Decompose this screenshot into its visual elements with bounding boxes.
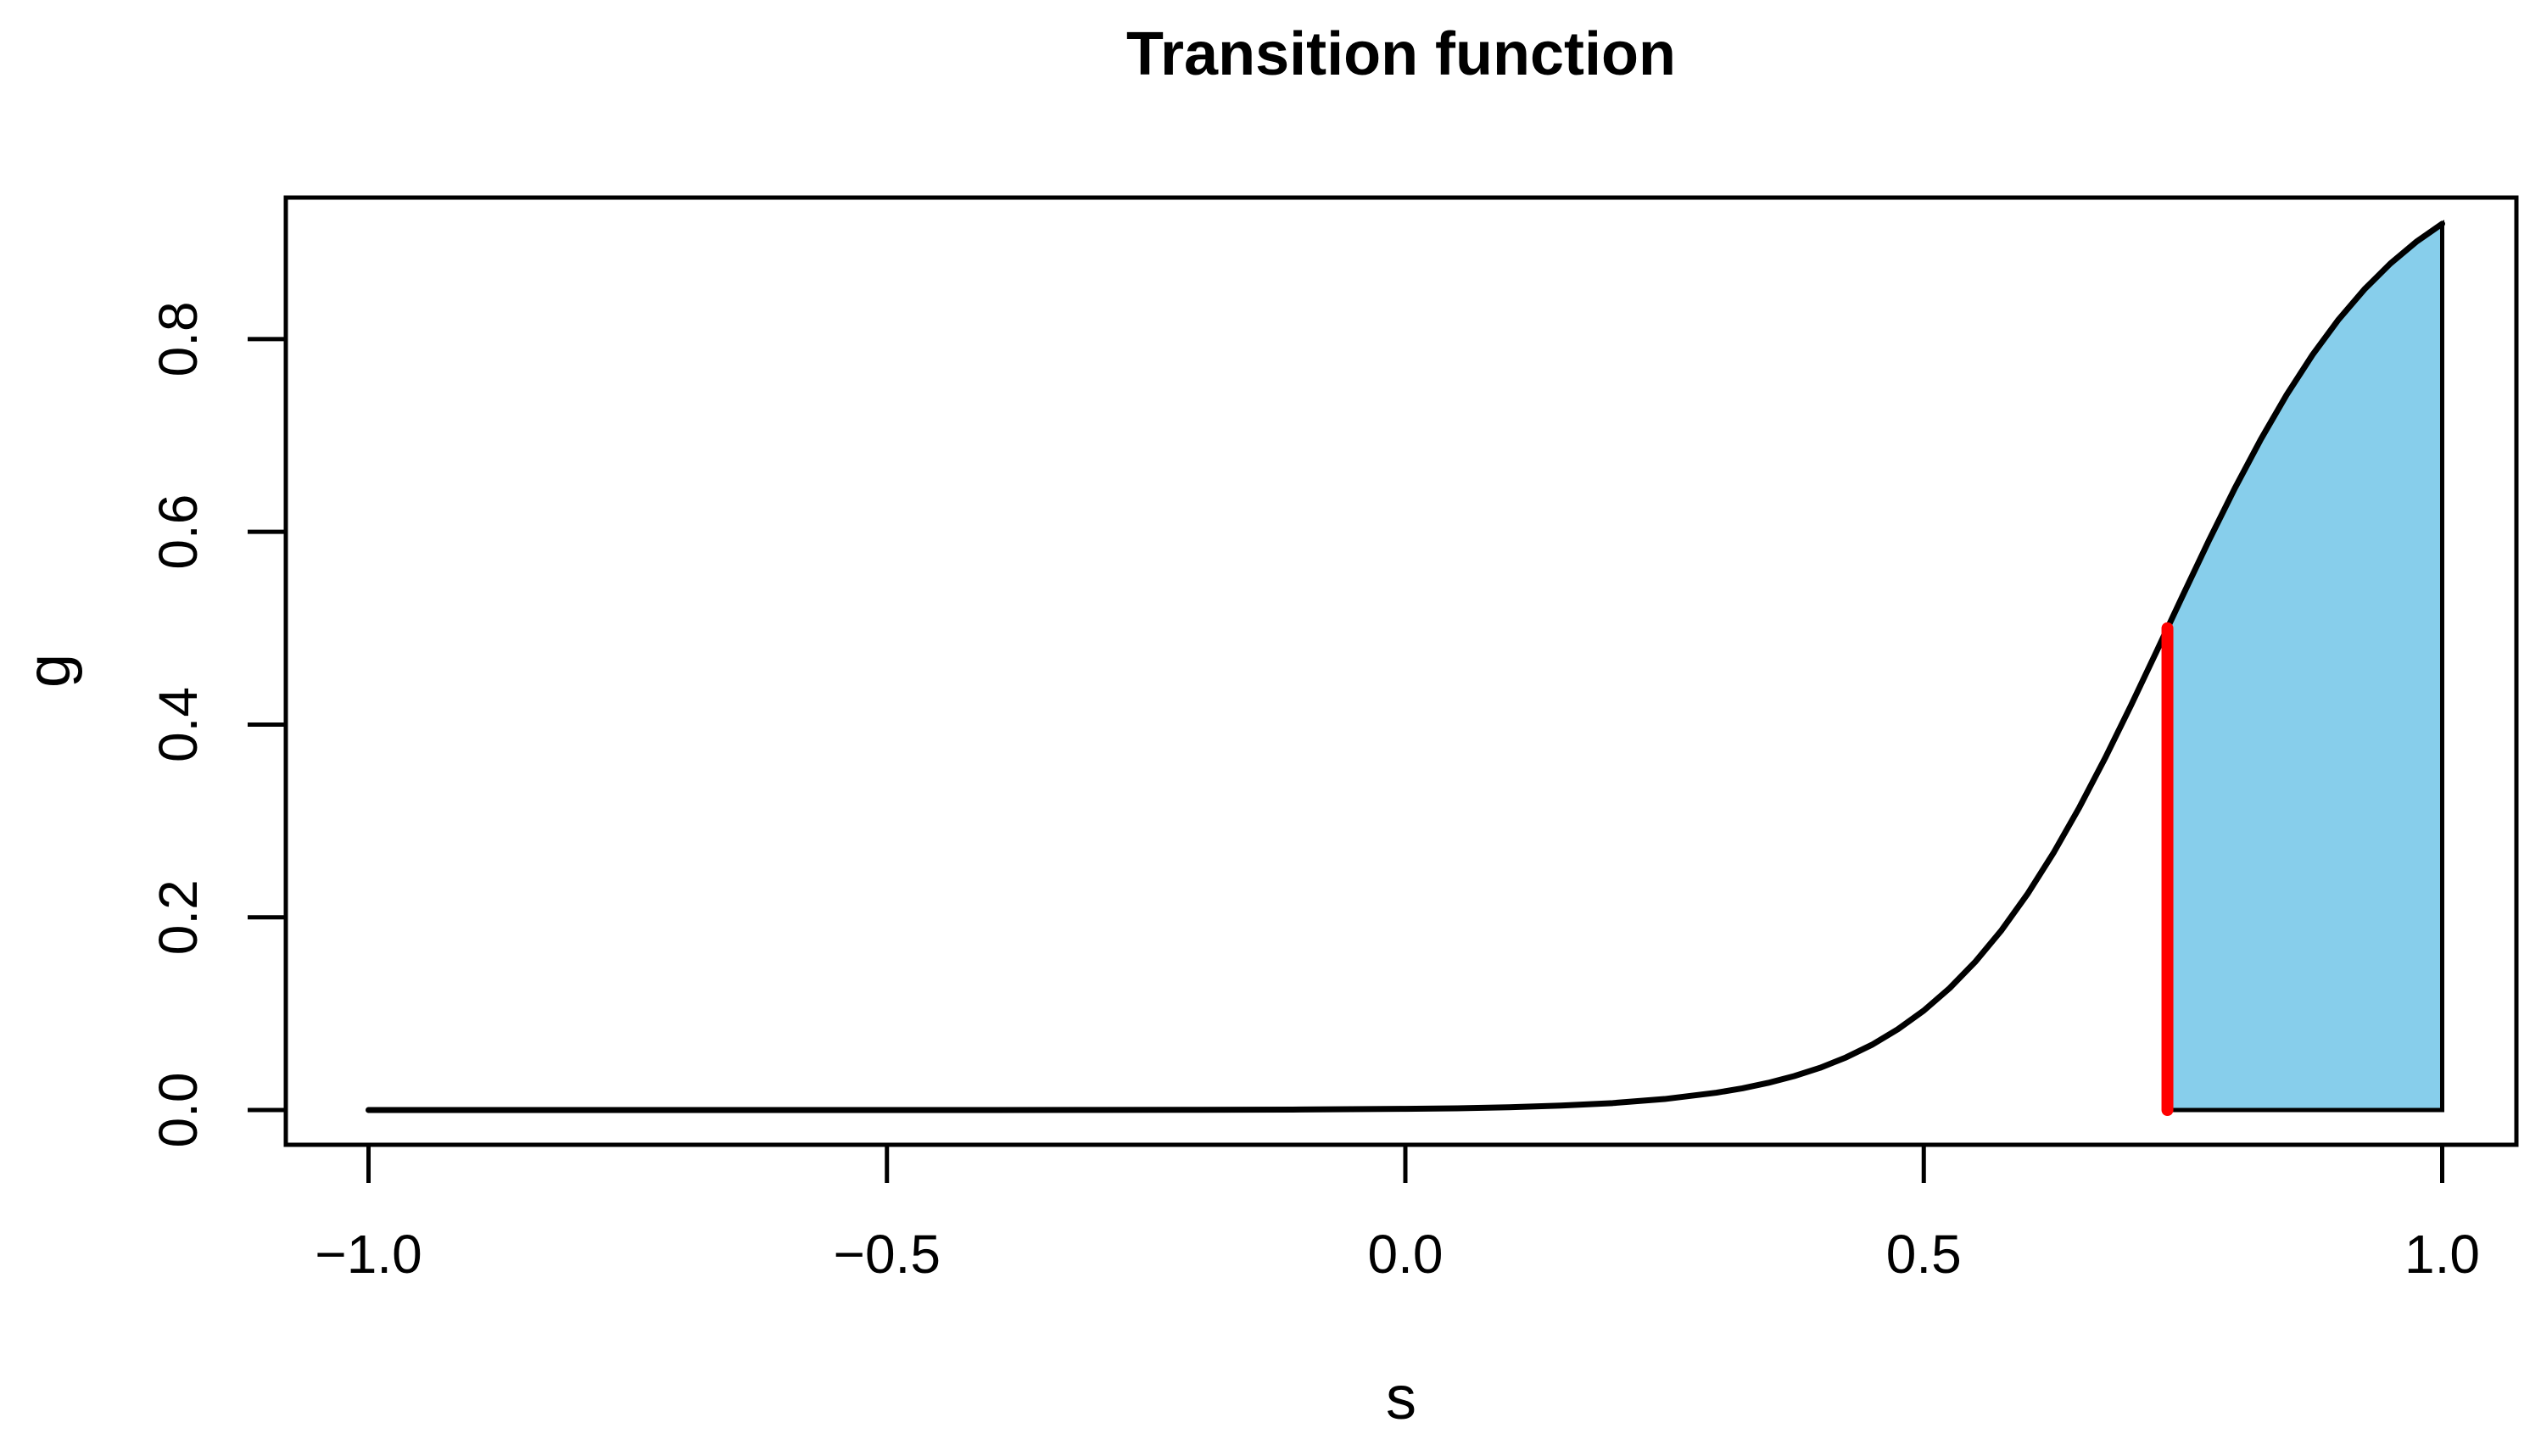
y-axis-tick-labels: 0.0 0.2 0.4 0.6 0.8 (148, 301, 209, 1147)
y-tick-label: 0.4 (148, 687, 209, 762)
x-axis-title: s (1386, 1364, 1416, 1432)
y-tick-label: 0.6 (148, 494, 209, 570)
chart-title: Transition function (1126, 20, 1676, 88)
shaded-region-group (2165, 220, 2444, 1113)
x-tick-label: 1.0 (2404, 1224, 2480, 1285)
y-axis-ticks (248, 337, 286, 1113)
y-tick-label: 0.0 (148, 1073, 209, 1148)
x-tick-label: 0.0 (1368, 1224, 1444, 1285)
x-tick-label: 0.5 (1886, 1224, 1962, 1285)
x-axis-ticks (366, 1145, 2444, 1183)
transition-curve-group (366, 220, 2445, 1113)
y-tick-label: 0.2 (148, 879, 209, 955)
x-tick-label: −1.0 (315, 1224, 422, 1285)
plot-box (283, 195, 2519, 1147)
y-axis-title: g (15, 654, 83, 688)
x-tick-label: −0.5 (834, 1224, 941, 1285)
transition-curve (366, 220, 2445, 1113)
shaded-area (2165, 220, 2444, 1113)
y-tick-label: 0.8 (148, 301, 209, 377)
x-axis-tick-labels: −1.0 −0.5 0.0 0.5 1.0 (315, 1224, 2480, 1285)
